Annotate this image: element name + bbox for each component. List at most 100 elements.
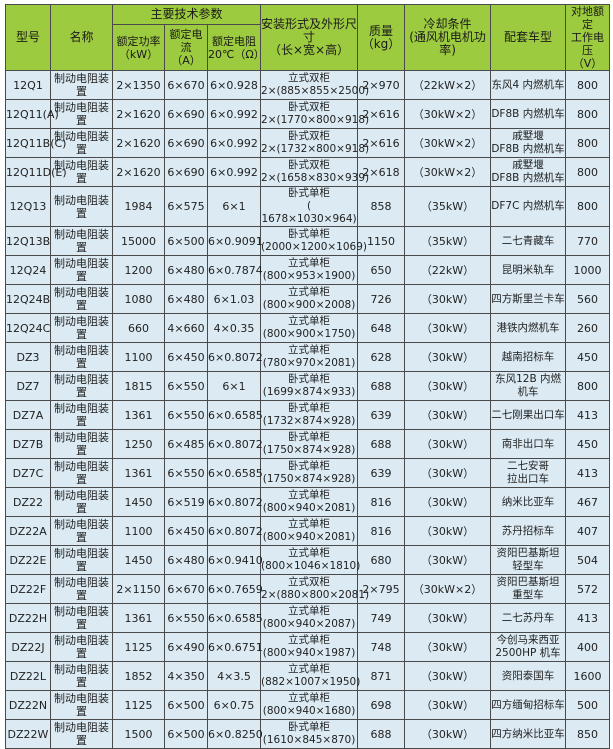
cell-power: 1450 xyxy=(112,487,165,517)
braking-resistor-spec-table: 型号 名称 主要技术参数 安装形式及外形尺寸 （长×宽×高） 质量 （kg） 冷… xyxy=(5,3,611,749)
cell-power: 1984 xyxy=(112,186,165,227)
cell-current: 6×690 xyxy=(164,157,208,187)
cell-vehicle: DF8B 内燃机车 xyxy=(490,99,567,129)
cell-name: 制动电阻装置 xyxy=(50,186,113,227)
cell-install: 立式单柜 (800×940×2087) xyxy=(260,603,359,633)
cell-name: 制动电阻装置 xyxy=(50,545,113,575)
cell-voltage: 450 xyxy=(565,429,611,459)
table-row: DZ22L 制动电阻装置 1852 4×350 4×3.5 立式单柜 (882×1007×… xyxy=(5,661,611,691)
cell-cooling: （30kW） xyxy=(404,371,492,401)
cell-voltage: 1000 xyxy=(565,255,611,285)
cell-resistance: 6×0.6585 xyxy=(206,458,263,488)
cell-install: 立式单柜 (800×940×2081) xyxy=(260,516,359,546)
cell-resistance: 6×0.7874 xyxy=(206,255,263,285)
cell-model: 12Q1 xyxy=(5,70,51,100)
cell-vehicle: 戚墅堰 DF8B 内燃机车 xyxy=(490,128,567,158)
cell-mass: 1150 xyxy=(357,226,406,256)
cell-cooling: （30kW） xyxy=(404,400,492,430)
table-row: DZ22J 制动电阻装置 1125 6×490 6×0.6751 立式单柜 (800×94… xyxy=(5,632,611,662)
header-current: 额定电流 （A） xyxy=(164,24,208,71)
cell-mass: 628 xyxy=(357,342,406,372)
cell-install: 立式单柜 (800×953×1900) xyxy=(260,255,359,285)
cell-name: 制动电阻装置 xyxy=(50,690,113,720)
header-resistance: 额定电阻 20℃（Ω） xyxy=(206,24,265,71)
table-row: DZ7B 制动电阻装置 1250 6×485 6×0.8072 卧式单柜 (1750×87… xyxy=(5,429,611,459)
cell-install: 卧式双柜 2×(1658×830×939) xyxy=(260,157,369,187)
cell-cooling: （30kW） xyxy=(404,284,492,314)
cell-voltage: 467 xyxy=(565,487,611,517)
cell-mass: 688 xyxy=(357,719,406,749)
table-row: DZ22F 制动电阻装置 2×1150 6×670 6×0.7659 立式双柜 2×(88… xyxy=(5,574,611,604)
cell-install: 卧式单柜 (1750×874×928) xyxy=(260,429,359,459)
cell-power: 2×1620 xyxy=(112,157,165,187)
cell-cooling: （22kW） xyxy=(404,255,492,285)
cell-cooling: （30kW） xyxy=(404,342,492,372)
cell-name: 制动电阻装置 xyxy=(50,429,113,459)
cell-model: DZ22E xyxy=(5,545,51,575)
cell-vehicle: 纳米比亚车 xyxy=(490,487,567,517)
cell-resistance: 6×0.8072 xyxy=(206,487,263,517)
table-row: DZ22E 制动电阻装置 1450 6×480 6×0.9410 立式单柜 (800×10… xyxy=(5,545,611,575)
cell-vehicle: 南非出口车 xyxy=(490,429,567,459)
cell-current: 6×450 xyxy=(164,342,208,372)
cell-model: DZ22A xyxy=(5,516,51,546)
cell-resistance: 6×0.9091 xyxy=(206,226,263,256)
table-row: 12Q13B 制动电阻装置 15000 6×500 6×0.9091 卧式单柜 (2000… xyxy=(5,226,611,256)
cell-vehicle: 四方缅甸招标车 xyxy=(490,690,567,720)
cell-current: 6×450 xyxy=(164,516,208,546)
cell-voltage: 407 xyxy=(565,516,611,546)
cell-resistance: 6×0.7659 xyxy=(206,574,263,604)
header-voltage: 对地额定 工作电压 （V） xyxy=(565,4,611,71)
cell-vehicle: 资阳泰国车 xyxy=(490,661,567,691)
cell-vehicle: 今创马来西亚 2500HP 机车 xyxy=(490,632,567,662)
cell-vehicle: 四方斯里兰卡车 xyxy=(490,284,567,314)
cell-mass: 748 xyxy=(357,632,406,662)
table-row: DZ22W 制动电阻装置 1500 6×500 6×0.8250 卧式单柜 (1610×8… xyxy=(5,719,611,749)
cell-model: DZ22L xyxy=(5,661,51,691)
header-model: 型号 xyxy=(5,4,51,71)
cell-name: 制动电阻装置 xyxy=(50,99,113,129)
cell-voltage: 572 xyxy=(565,574,611,604)
cell-model: DZ22 xyxy=(5,487,51,517)
header-vehicle: 配套车型 xyxy=(490,4,567,71)
cell-voltage: 413 xyxy=(565,458,611,488)
cell-model: 12Q13B xyxy=(5,226,51,256)
cell-power: 1125 xyxy=(112,632,165,662)
cell-power: 1450 xyxy=(112,545,165,575)
cell-current: 6×670 xyxy=(164,574,208,604)
cell-vehicle: 资阳巴基斯坦 轻型车 xyxy=(490,545,567,575)
cell-power: 1100 xyxy=(112,516,165,546)
cell-model: DZ22F xyxy=(5,574,51,604)
cell-name: 制动电阻装置 xyxy=(50,632,113,662)
cell-current: 6×485 xyxy=(164,429,208,459)
cell-name: 制动电阻装置 xyxy=(50,284,113,314)
cell-resistance: 6×0.9410 xyxy=(206,545,263,575)
table-row: 12Q24B 制动电阻装置 1080 6×480 6×1.03 立式单柜 (800×900… xyxy=(5,284,611,314)
table-row: DZ3 制动电阻装置 1100 6×450 6×0.8072 立式单柜 (780×970×… xyxy=(5,342,611,372)
cell-current: 6×480 xyxy=(164,255,208,285)
cell-mass: 2×616 xyxy=(357,128,406,158)
cell-voltage: 800 xyxy=(565,128,611,158)
cell-name: 制动电阻装置 xyxy=(50,603,113,633)
header-cooling: 冷却条件 (通风机电机功率) xyxy=(404,4,492,71)
cell-model: 12Q13 xyxy=(5,186,51,227)
cell-install: 卧式单柜 (1750×874×928) xyxy=(260,458,359,488)
cell-vehicle: DF7C 内燃机车 xyxy=(490,186,567,227)
cell-voltage: 260 xyxy=(565,313,611,343)
table-row: 12Q13 制动电阻装置 1984 6×575 6×1 卧式单柜 ( 1678×1030×… xyxy=(5,186,611,227)
cell-current: 6×480 xyxy=(164,545,208,575)
cell-model: DZ7A xyxy=(5,400,51,430)
cell-vehicle: 东风4 内燃机车 xyxy=(490,70,567,100)
cell-current: 6×519 xyxy=(164,487,208,517)
header-main-params: 主要技术参数 xyxy=(111,3,262,26)
cell-cooling: （30kW×2） xyxy=(404,574,492,604)
cell-voltage: 800 xyxy=(565,157,611,187)
cell-cooling: （30kW） xyxy=(404,516,492,546)
cell-install: 卧式单柜 (1699×874×933) xyxy=(260,371,359,401)
table-row: 12Q11B(C) 制动电阻装置 2×1620 6×690 6×0.992 卧式双柜 2×… xyxy=(5,128,611,158)
cell-voltage: 413 xyxy=(565,400,611,430)
cell-power: 1100 xyxy=(112,342,165,372)
cell-model: DZ3 xyxy=(5,342,51,372)
table-row: DZ22H 制动电阻装置 1361 6×550 6×0.6585 立式单柜 (800×94… xyxy=(5,603,611,633)
cell-current: 6×500 xyxy=(164,719,208,749)
